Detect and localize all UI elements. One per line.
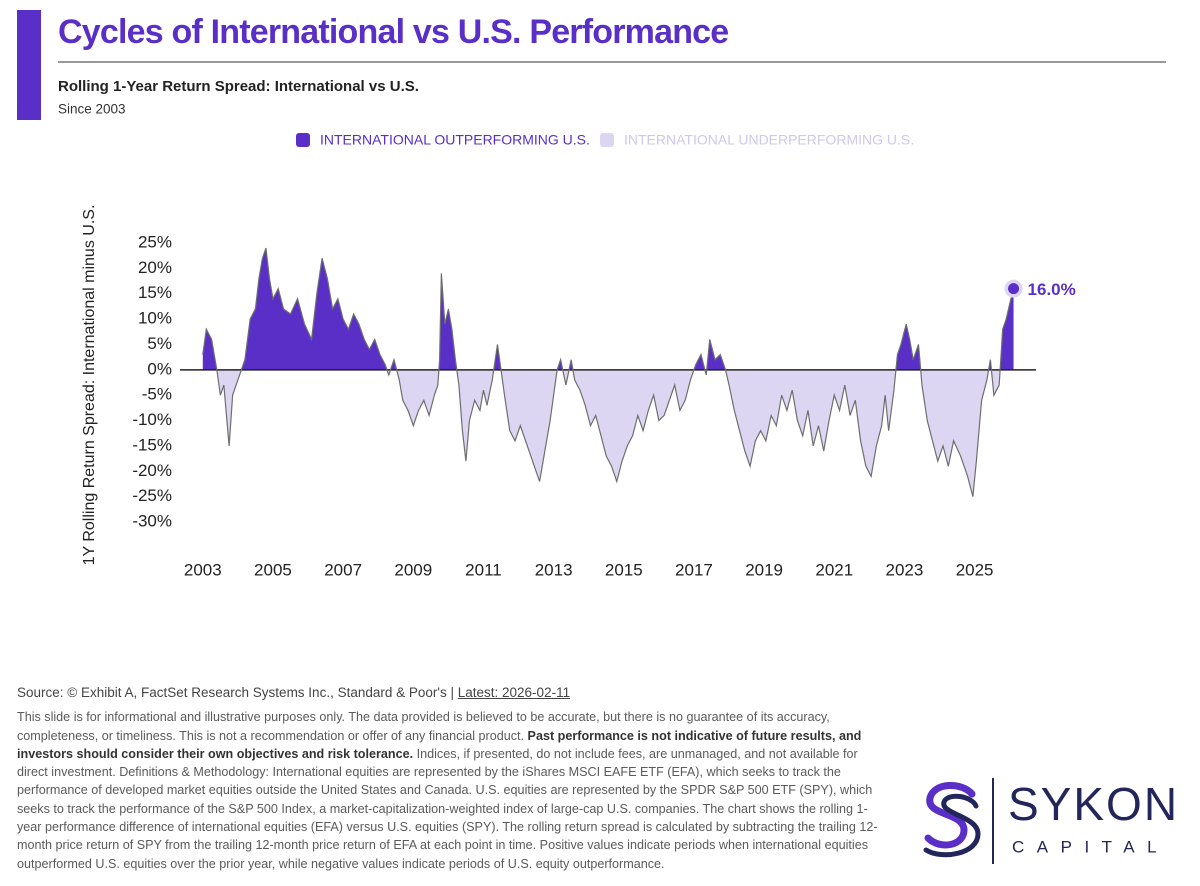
x-tick-label: 2013: [535, 560, 573, 579]
x-tick-label: 2017: [675, 560, 713, 579]
y-tick-label: -25%: [132, 486, 172, 505]
y-tick-label: 0%: [147, 359, 172, 378]
disclaimer: This slide is for informational and illu…: [17, 708, 887, 873]
y-tick-label: 5%: [147, 334, 172, 353]
y-tick-label: -20%: [132, 461, 172, 480]
title: Cycles of International vs U.S. Performa…: [58, 13, 728, 51]
value-label: 16.0%: [1028, 280, 1076, 299]
y-tick-label: 25%: [138, 232, 172, 251]
x-tick-label: 2003: [184, 560, 222, 579]
spread-line: [202, 247, 1015, 497]
x-tick-label: 2011: [465, 560, 502, 579]
y-axis-label: 1Y Rolling Return Spread: International …: [81, 205, 98, 566]
x-tick-label: 2025: [956, 560, 994, 579]
y-tick-label: 15%: [138, 283, 172, 302]
logo-mark: [923, 793, 981, 858]
logo-name: SYKON: [1008, 778, 1179, 830]
footer: Source: © Exhibit A, FactSet Research Sy…: [17, 684, 887, 873]
end-marker: [1008, 283, 1020, 295]
x-tick-label: 2021: [815, 560, 853, 579]
x-tick-label: 2023: [886, 560, 924, 579]
x-tick-label: 2015: [605, 560, 643, 579]
area-positive: [202, 248, 1014, 370]
chart: Cycles of International vs U.S. Performa…: [17, 10, 1166, 579]
y-tick-label: -5%: [142, 385, 172, 404]
source-text: Source: © Exhibit A, FactSet Research Sy…: [17, 685, 454, 700]
y-tick-label: 20%: [138, 258, 172, 277]
x-tick-label: 2009: [394, 560, 432, 579]
area-negative: [216, 369, 1001, 497]
source: Source: © Exhibit A, FactSet Research Sy…: [17, 684, 887, 702]
accent-bar: [17, 10, 41, 120]
y-tick-label: 10%: [138, 309, 172, 328]
legend-label: INTERNATIONAL UNDERPERFORMING U.S.: [624, 132, 914, 148]
latest-date: Latest: 2026-02-11: [457, 685, 571, 700]
logo-tagline: CAPITAL: [1012, 837, 1169, 856]
x-tick-label: 2007: [324, 560, 362, 579]
note: Since 2003: [58, 102, 126, 117]
logo-mark: [924, 782, 976, 849]
legend-swatch: [296, 133, 310, 147]
x-tick-label: 2005: [254, 560, 292, 579]
disclaimer-text: This slide is for informational and illu…: [17, 710, 830, 743]
x-tick-label: 2019: [745, 560, 783, 579]
subtitle: Rolling 1-Year Return Spread: Internatio…: [58, 78, 419, 95]
y-tick-label: -10%: [132, 410, 172, 429]
y-tick-label: -15%: [132, 435, 172, 454]
disclaimer-text: Indices, if presented, do not include fe…: [17, 746, 878, 871]
logo: SYKON CAPITAL: [923, 778, 1179, 864]
legend-swatch: [600, 133, 614, 147]
disclaimer-bold: Past performance is not indicative of fu…: [17, 728, 862, 761]
y-tick-label: -30%: [132, 511, 172, 530]
legend-label: INTERNATIONAL OUTPERFORMING U.S.: [320, 132, 590, 148]
